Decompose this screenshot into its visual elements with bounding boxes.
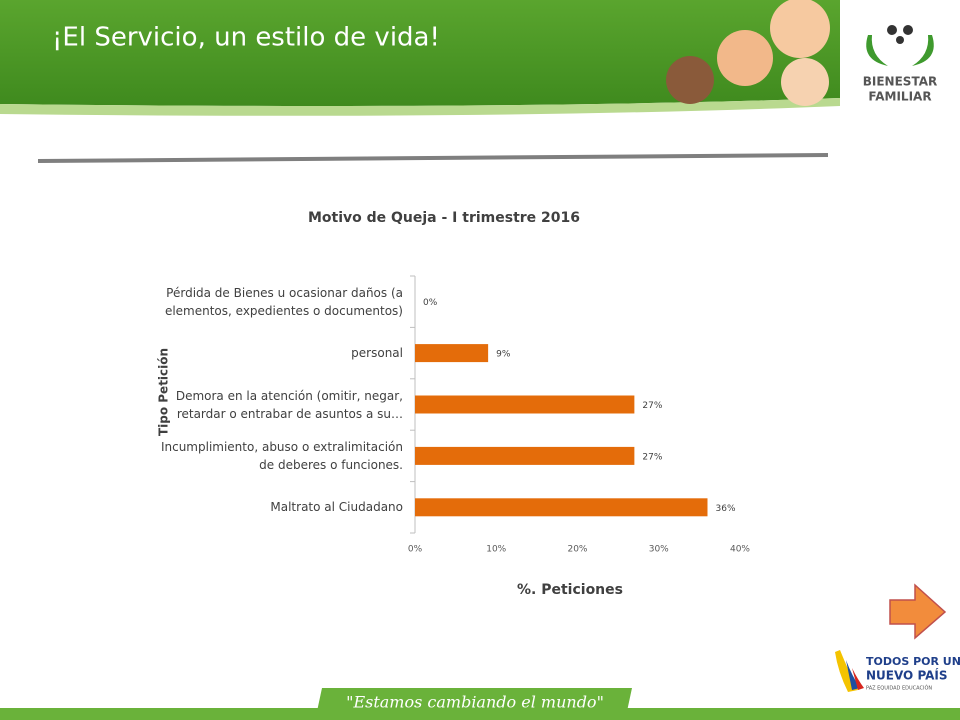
x-tick-label: 20%	[567, 545, 587, 555]
gov-logo-mark	[852, 668, 864, 690]
value-label: 27%	[642, 401, 662, 411]
x-tick-label: 30%	[649, 545, 669, 555]
slogan: "Estamos cambiando el mundo"	[346, 693, 604, 712]
chart-title: Motivo de Queja - I trimestre 2016	[308, 210, 580, 226]
x-tick-label: 0%	[408, 545, 423, 555]
y-tick-label: Incumplimiento, abuso o extralimitación …	[160, 439, 403, 472]
logo-icon	[866, 25, 934, 66]
y-tick-label: Pérdida de Bienes u ocasionar daños (a e…	[164, 285, 403, 318]
logo-text: BIENESTAR	[863, 75, 937, 89]
gov-text: NUEVO PAÍS	[866, 668, 948, 683]
y-tick-label: Demora en la atención (omitir, negar, re…	[175, 388, 403, 421]
y-axis-title: Tipo Petición	[157, 348, 171, 436]
divider	[37, 153, 829, 163]
value-label: 0%	[423, 298, 438, 308]
x-axis-title: %. Peticiones	[517, 582, 623, 598]
value-label: 27%	[642, 452, 662, 462]
header-band	[0, 0, 840, 106]
header-curve	[0, 98, 840, 116]
y-tick-label: Maltrato al Ciudadano	[270, 500, 403, 515]
y-tick-label: personal	[351, 346, 403, 361]
bar	[415, 344, 489, 363]
kids-illustration	[666, 0, 830, 106]
bar	[415, 446, 635, 465]
logo-text: FAMILIAR	[868, 90, 931, 104]
logo-box	[840, 0, 960, 120]
slogan-banner	[316, 688, 632, 716]
slide-title: ¡El Servicio, un estilo de vida!	[52, 23, 440, 53]
value-label: 9%	[496, 350, 511, 360]
gov-text: TODOS POR UN	[866, 655, 960, 668]
gov-text: PAZ EQUIDAD EDUCACIÓN	[866, 685, 932, 692]
x-tick-label: 40%	[730, 545, 750, 555]
value-label: 36%	[716, 504, 736, 514]
next-arrow[interactable]	[889, 583, 947, 640]
bar	[415, 498, 708, 517]
x-tick-label: 10%	[486, 545, 506, 555]
bar	[415, 395, 635, 414]
